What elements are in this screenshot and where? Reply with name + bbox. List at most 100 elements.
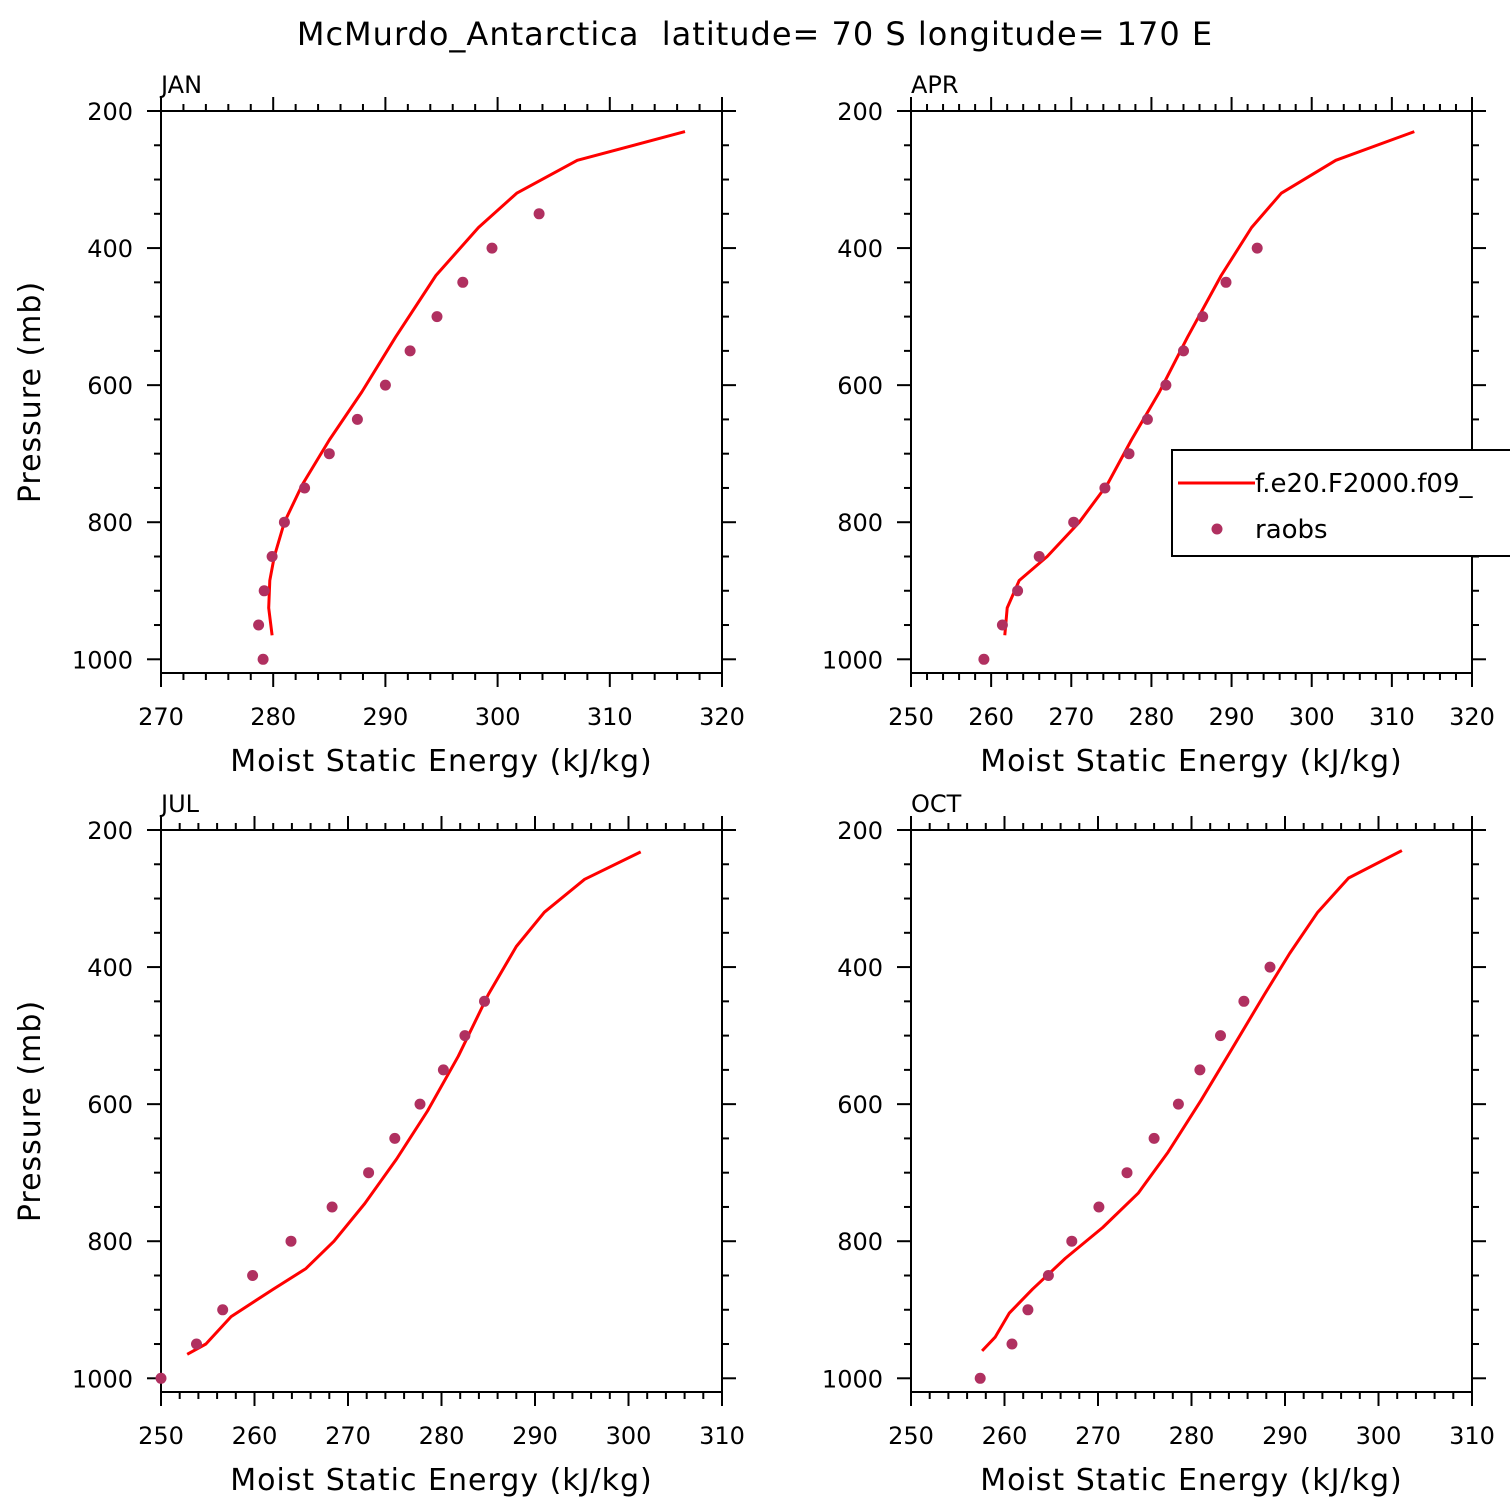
panel-jan: 270 280 290 300 310 320 200 400 600 800 1000 JAN Moi… [13, 71, 745, 779]
raobs-point [389, 1132, 401, 1144]
raobs-point [1099, 482, 1111, 494]
x-tick-label: 310 [699, 1422, 745, 1450]
raobs-point [1006, 1338, 1018, 1350]
raobs-point [1220, 276, 1232, 288]
raobs-point [431, 311, 443, 323]
y-tick-label: 600 [837, 1091, 883, 1119]
panel-title: OCT [911, 790, 962, 818]
x-tick-label: 270 [325, 1422, 371, 1450]
raobs-point [1238, 995, 1250, 1007]
raobs-point [1068, 516, 1080, 528]
x-tick-label: 290 [512, 1422, 558, 1450]
x-tick-label: 270 [138, 703, 184, 731]
y-tick-label: 200 [837, 98, 883, 126]
raobs-point [1160, 379, 1172, 391]
panel-oct: 250 260 270 280 290 300 310 200 400 600 800 1000 OCT… [822, 790, 1495, 1498]
y-tick-label: 800 [837, 1228, 883, 1256]
x-tick-label: 270 [1048, 703, 1094, 731]
y-tick-label: 400 [837, 235, 883, 263]
x-tick-label: 290 [362, 703, 408, 731]
raobs-point [533, 208, 545, 220]
x-axis-label: Moist Static Energy (kJ/kg) [980, 744, 1403, 779]
y-tick-label: 600 [837, 372, 883, 400]
y-tick-label: 400 [837, 954, 883, 982]
x-tick-label: 280 [250, 703, 296, 731]
x-tick-label: 310 [1449, 1422, 1495, 1450]
raobs-point [1066, 1235, 1078, 1247]
raobs-point [217, 1304, 229, 1316]
raobs-point [1215, 1030, 1226, 1042]
x-tick-label: 260 [232, 1422, 278, 1450]
plot-frame [160, 110, 723, 674]
y-tick-label: 600 [87, 372, 133, 400]
y-tick-label: 800 [87, 1228, 133, 1256]
x-tick-label: 280 [1129, 703, 1175, 731]
raobs-point [1123, 448, 1135, 460]
raobs-point [191, 1338, 202, 1350]
panel-jul: 250 260 270 280 290 300 310 200 400 600 800 1000 JUL… [13, 790, 745, 1498]
y-tick-label: 200 [87, 817, 133, 845]
raobs-point [278, 516, 290, 528]
raobs-point [326, 1201, 338, 1213]
y-axis-label: Pressure (mb) [13, 1000, 48, 1222]
raobs-point [258, 585, 270, 597]
x-tick-label: 270 [1075, 1422, 1121, 1450]
raobs-point [486, 242, 498, 254]
raobs-point [257, 653, 269, 665]
raobs-point [1042, 1270, 1054, 1281]
raobs-point [1022, 1304, 1034, 1316]
raobs-point [404, 345, 416, 357]
figure-title: McMurdo_Antarctica latitude= 70 S longit… [297, 15, 1213, 53]
x-axis-label: Moist Static Energy (kJ/kg) [230, 744, 653, 779]
panel-apr: 250 260 270 280 290 300 310 320 200 400 600 800 1000… [822, 71, 1495, 779]
y-tick-label: 1000 [72, 1365, 133, 1393]
panel-title: APR [911, 71, 959, 99]
model-line [1003, 130, 1415, 636]
y-tick-label: 800 [837, 509, 883, 537]
legend-marker-swatch [1211, 523, 1223, 535]
panel-grid: 270 280 290 300 310 320 200 400 600 800 1000 JAN Moi… [13, 71, 1495, 1498]
legend-box [1171, 449, 1510, 557]
x-tick-label: 320 [1449, 703, 1495, 731]
x-tick-label: 310 [1369, 703, 1415, 731]
panel-title: JAN [159, 71, 202, 99]
raobs-point [1012, 585, 1024, 597]
raobs-point [323, 448, 335, 460]
x-tick-label: 300 [1356, 1422, 1402, 1450]
x-tick-label: 280 [419, 1422, 465, 1450]
x-tick-label: 300 [606, 1422, 652, 1450]
legend-entry-raobs: raobs [1255, 515, 1328, 545]
x-tick-label: 250 [888, 703, 934, 731]
legend: f.e20.F2000.f09_raobs [1171, 449, 1510, 557]
x-tick-label: 280 [1169, 1422, 1215, 1450]
x-tick-label: 260 [982, 1422, 1028, 1450]
raobs-point [247, 1270, 259, 1281]
model-line [267, 130, 686, 636]
raobs-point [299, 482, 311, 494]
raobs-point [457, 276, 469, 288]
panel-title: JUL [159, 790, 200, 818]
y-tick-label: 1000 [72, 646, 133, 674]
x-tick-label: 300 [475, 703, 521, 731]
raobs-point [351, 413, 363, 425]
model-line [981, 849, 1403, 1352]
raobs-point [1178, 345, 1189, 357]
raobs-point [363, 1167, 375, 1179]
y-tick-label: 800 [87, 509, 133, 537]
x-tick-label: 290 [1209, 703, 1255, 731]
raobs-point [1033, 551, 1045, 562]
y-tick-label: 1000 [822, 1365, 883, 1393]
x-axis-label: Moist Static Energy (kJ/kg) [230, 1463, 653, 1498]
raobs-point [437, 1064, 449, 1076]
raobs-point [1093, 1201, 1105, 1213]
raobs-point [1141, 413, 1153, 425]
y-tick-label: 1000 [822, 646, 883, 674]
x-tick-label: 260 [968, 703, 1014, 731]
x-tick-label: 300 [1289, 703, 1335, 731]
raobs-point [479, 995, 490, 1007]
y-tick-label: 200 [837, 817, 883, 845]
raobs-point [996, 619, 1008, 631]
raobs-point [285, 1235, 297, 1247]
raobs-point [414, 1098, 426, 1110]
